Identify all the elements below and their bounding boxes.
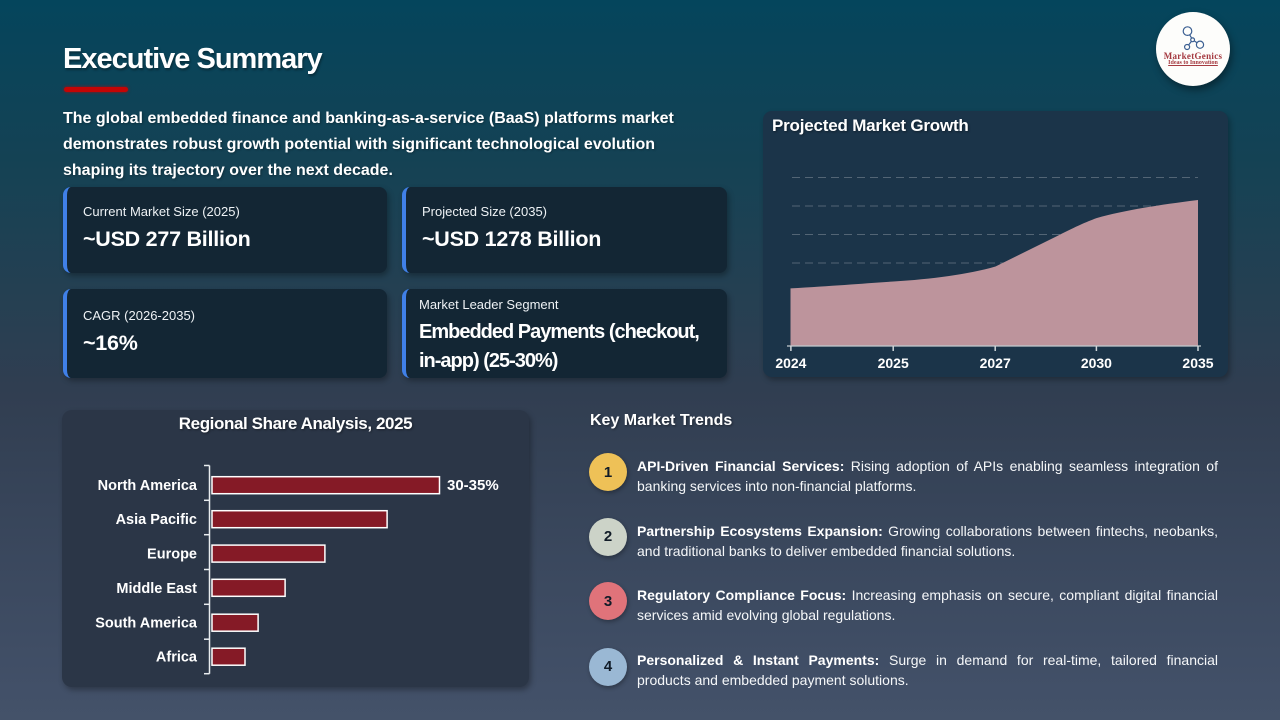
svg-text:2027: 2027	[980, 355, 1011, 371]
svg-text:North America: North America	[98, 478, 198, 494]
svg-text:2035: 2035	[1182, 355, 1213, 371]
svg-text:2024: 2024	[775, 355, 806, 371]
svg-text:30-35%: 30-35%	[447, 477, 499, 494]
svg-text:Africa: Africa	[156, 650, 198, 666]
svg-text:Asia Pacific: Asia Pacific	[116, 512, 197, 528]
svg-text:South America: South America	[95, 616, 198, 632]
svg-text:Middle East: Middle East	[116, 581, 197, 597]
svg-text:2030: 2030	[1081, 355, 1112, 371]
svg-text:2025: 2025	[878, 355, 909, 371]
svg-text:Europe: Europe	[147, 547, 197, 563]
